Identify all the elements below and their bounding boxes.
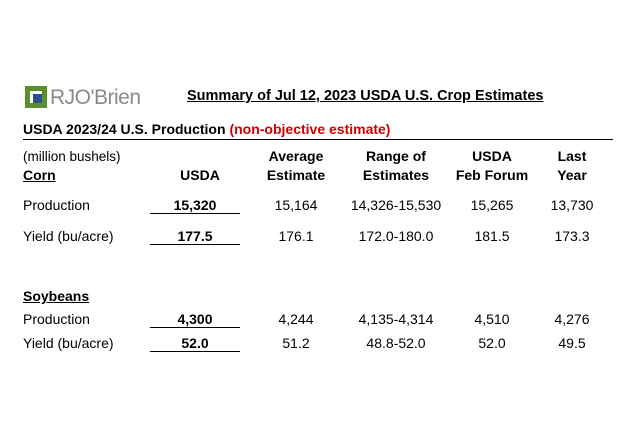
forum-value: 4,510 xyxy=(474,311,510,327)
usda-value: 52.0 xyxy=(150,335,240,352)
row-label: Production xyxy=(23,311,90,327)
average-value: 15,164 xyxy=(274,197,318,213)
average-value: 51.2 xyxy=(282,335,310,351)
col-header-average: Average Estimate xyxy=(266,148,326,183)
logo-mark-icon xyxy=(25,86,47,108)
usda-value: 177.5 xyxy=(150,228,240,245)
range-value: 4,135-4,314 xyxy=(358,311,434,327)
col-header-forum: USDA Feb Forum xyxy=(455,148,529,183)
usda-value: 15,320 xyxy=(150,197,240,214)
last-year-value: 49.5 xyxy=(558,335,586,351)
subtitle-main: USDA 2023/24 U.S. Production xyxy=(23,121,226,137)
range-value: 48.8-52.0 xyxy=(366,335,426,351)
average-value: 176.1 xyxy=(278,228,314,244)
report-subtitle: USDA 2023/24 U.S. Production (non-object… xyxy=(23,121,390,137)
last-year-value: 4,276 xyxy=(554,311,590,327)
header-rule xyxy=(23,139,613,140)
forum-value: 15,265 xyxy=(470,197,514,213)
col-header-last-year: Last Year xyxy=(557,148,587,183)
row-label: Yield (bu/acre) xyxy=(23,228,114,244)
range-value: 172.0-180.0 xyxy=(358,228,434,244)
usda-value: 4,300 xyxy=(150,311,240,328)
col-header-usda: USDA xyxy=(180,167,220,183)
row-label: Production xyxy=(23,197,90,213)
corn-heading: Corn xyxy=(23,167,56,183)
forum-value: 52.0 xyxy=(478,335,506,351)
last-year-value: 173.3 xyxy=(554,228,590,244)
range-value: 14,326-15,530 xyxy=(350,197,442,213)
soybeans-heading: Soybeans xyxy=(23,288,90,304)
subtitle-note: (non-objective estimate) xyxy=(229,121,391,137)
report-title: Summary of Jul 12, 2023 USDA U.S. Crop E… xyxy=(187,88,544,104)
last-year-value: 13,730 xyxy=(550,197,594,213)
units-label: (million bushels) xyxy=(23,149,121,164)
forum-value: 181.5 xyxy=(474,228,510,244)
company-logo: RJO'Brien xyxy=(25,84,175,116)
average-value: 4,244 xyxy=(278,311,314,327)
row-label: Yield (bu/acre) xyxy=(23,335,114,351)
logo-text: RJO'Brien xyxy=(50,86,141,109)
col-header-range: Range of Estimates xyxy=(362,148,430,183)
